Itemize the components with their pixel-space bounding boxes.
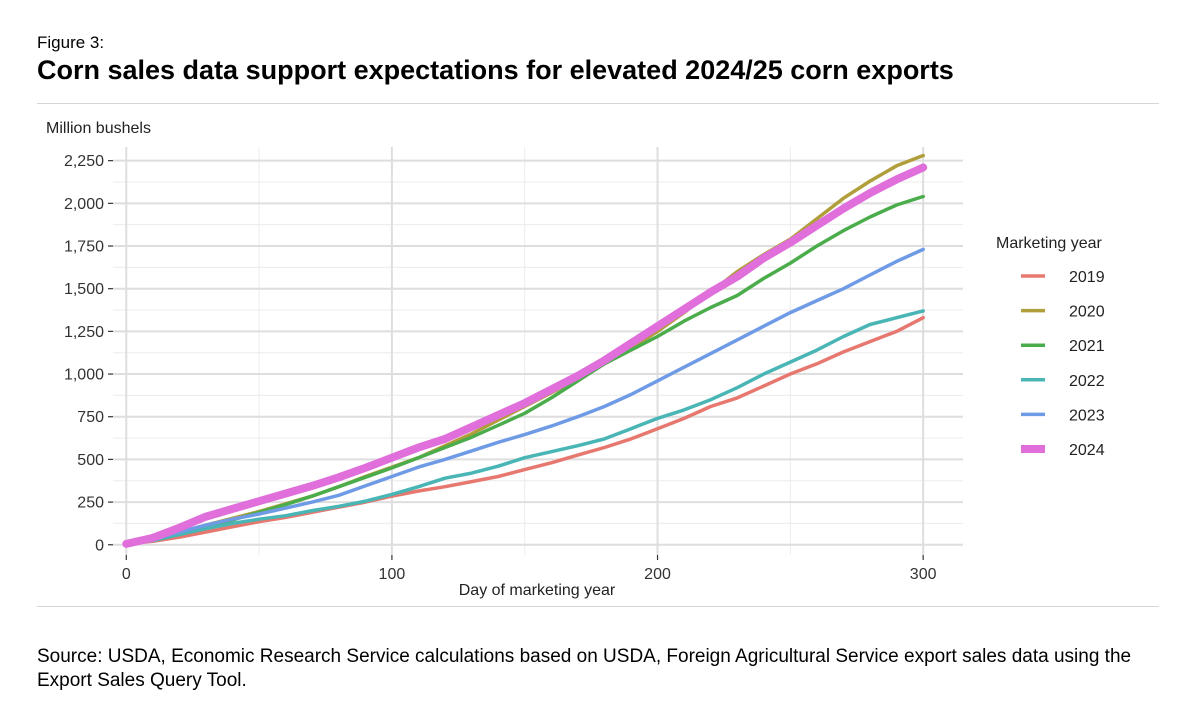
legend-items: 2019 2020 2021 2022 2023 2024	[1021, 269, 1105, 459]
y-axis-title: Million bushels	[46, 120, 151, 137]
top-divider	[37, 103, 1159, 104]
y-tick-label: 1,000	[64, 367, 104, 384]
x-axis-title: Day of marketing year	[459, 582, 616, 599]
minor-gridlines	[113, 147, 963, 555]
x-tick-label: 300	[910, 566, 937, 583]
legend-label-2021: 2021	[1069, 338, 1105, 355]
y-axis-ticks: 0 250 500 750 1,000 1,250 1,500 1,750 2,000 2,250	[64, 153, 113, 554]
x-tick-label: 100	[379, 566, 406, 583]
legend-label-2023: 2023	[1069, 407, 1105, 424]
plot-panel	[113, 147, 963, 555]
y-tick-label: 1,500	[64, 281, 104, 298]
y-tick-label: 500	[77, 452, 104, 469]
x-tick-label: 0	[122, 566, 131, 583]
legend-title: Marketing year	[996, 235, 1102, 252]
figure-title: Corn sales data support expectations for…	[37, 55, 954, 85]
series-line-2022	[124, 309, 925, 546]
legend-label-2020: 2020	[1069, 304, 1105, 321]
legend-label-2022: 2022	[1069, 373, 1105, 390]
series-line-2019	[124, 315, 925, 546]
legend-label-2019: 2019	[1069, 269, 1105, 286]
y-tick-label: 250	[77, 495, 104, 512]
y-tick-label: 750	[77, 409, 104, 426]
legend: Marketing year 2019 2020 2021 2022 2023 2024	[996, 235, 1105, 459]
x-tick-label: 200	[644, 566, 671, 583]
line-chart: Million bushels 0 250 500 750 1,000 1,250 1,50…	[46, 120, 1105, 599]
bottom-divider	[37, 606, 1159, 607]
series-lines	[122, 153, 928, 548]
x-axis-ticks: 0 100 200 300	[122, 555, 937, 583]
y-tick-label: 1,750	[64, 239, 104, 256]
source-note: Source: USDA, Economic Research Service …	[37, 646, 1132, 691]
figure-label: Figure 3:	[37, 33, 105, 52]
y-tick-label: 1,250	[64, 324, 104, 341]
series-line-2023	[124, 247, 925, 546]
y-tick-label: 0	[95, 537, 104, 554]
major-gridlines	[113, 147, 963, 555]
legend-label-2024: 2024	[1069, 442, 1105, 459]
y-tick-label: 2,250	[64, 153, 104, 170]
y-tick-label: 2,000	[64, 196, 104, 213]
series-line-2024	[122, 163, 928, 548]
